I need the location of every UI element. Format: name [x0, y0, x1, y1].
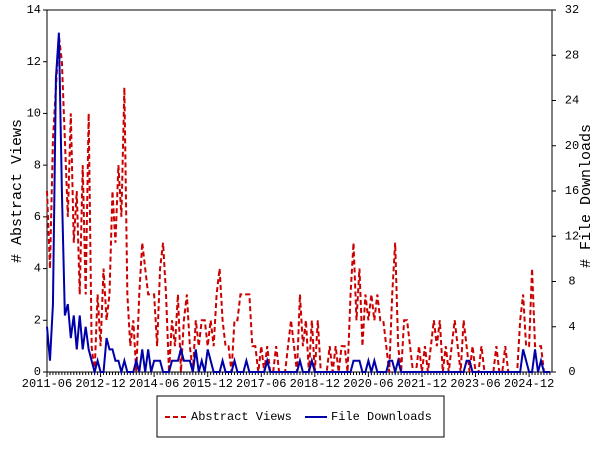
y2-tick-label: 24: [565, 94, 579, 108]
legend: [156, 395, 445, 438]
y2-axis-label: # File Downloads: [578, 124, 595, 268]
series-line: [46, 35, 550, 373]
y-tick-label: 4: [34, 262, 41, 276]
series-line: [46, 32, 550, 376]
y2-tick-label: 20: [565, 139, 579, 153]
y-tick-label: 14: [27, 3, 41, 17]
x-tick-label: 2020-06: [343, 377, 393, 391]
legend-label: Abstract Views: [191, 410, 292, 424]
x-tick-label: 2023-06: [450, 377, 500, 391]
x-tick-label: 2018-12: [290, 377, 340, 391]
y-tick-label: 8: [34, 158, 41, 172]
y2-tick-label: 32: [565, 3, 579, 17]
x-tick-label: 2024-12: [504, 377, 554, 391]
legend-label: File Downloads: [331, 410, 432, 424]
y2-tick-label: 8: [568, 275, 575, 289]
y2-tick-label: 28: [565, 48, 579, 62]
x-tick-label: 2021-12: [397, 377, 447, 391]
y-tick-label: 6: [34, 210, 41, 224]
x-tick-label: 2015-12: [182, 377, 232, 391]
y-tick-label: 2: [34, 313, 41, 327]
y-tick-label: 0: [34, 365, 41, 379]
y-axis-label: # Abstract Views: [9, 119, 26, 263]
x-tick-label: 2014-06: [129, 377, 179, 391]
y2-tick-label: 12: [565, 229, 579, 243]
x-tick-label: 2012-12: [75, 377, 125, 391]
x-tick-label: 2017-06: [236, 377, 286, 391]
x-tick-label: 2011-06: [22, 377, 72, 391]
y-tick-label: 12: [27, 55, 41, 69]
y-tick-label: 10: [27, 107, 41, 121]
y2-tick-label: 16: [565, 184, 579, 198]
y2-tick-label: 4: [568, 320, 575, 334]
y2-tick-label: 0: [568, 365, 575, 379]
